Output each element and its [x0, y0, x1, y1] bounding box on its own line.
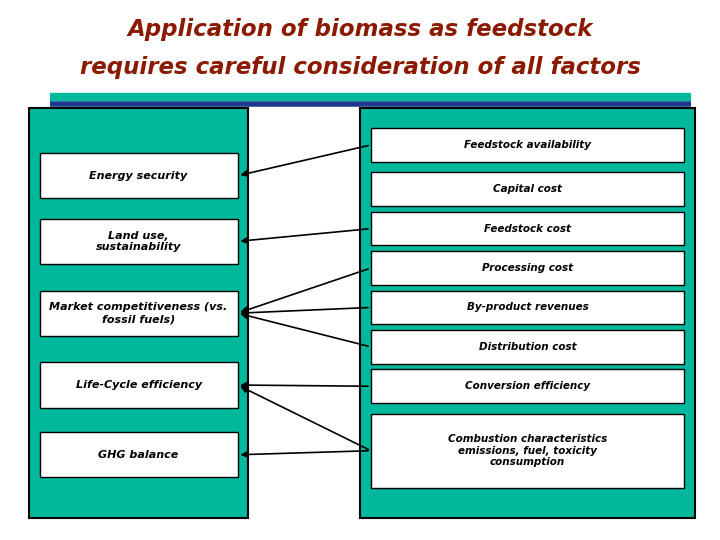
Text: Feedstock availability: Feedstock availability: [464, 140, 591, 150]
Bar: [40, 432, 238, 477]
Bar: [371, 414, 684, 488]
Text: Combustion characteristics
emissions, fuel, toxicity
consumption: Combustion characteristics emissions, fu…: [448, 434, 607, 467]
Text: Market competitiveness (vs.
fossil fuels): Market competitiveness (vs. fossil fuels…: [50, 302, 228, 324]
Text: Life-Cycle efficiency: Life-Cycle efficiency: [76, 380, 202, 390]
Bar: [40, 219, 238, 264]
Text: Land use,
sustainability: Land use, sustainability: [96, 231, 181, 252]
Bar: [371, 369, 684, 403]
Bar: [371, 172, 684, 206]
Text: By-product revenues: By-product revenues: [467, 302, 588, 313]
Text: Feedstock cost: Feedstock cost: [484, 224, 571, 234]
Bar: [371, 251, 684, 285]
Bar: [29, 108, 248, 518]
Bar: [360, 108, 695, 518]
Bar: [40, 362, 238, 408]
Bar: [371, 212, 684, 246]
Text: Capital cost: Capital cost: [493, 184, 562, 194]
Bar: [371, 291, 684, 325]
Bar: [40, 153, 238, 198]
Bar: [371, 128, 684, 162]
Text: Distribution cost: Distribution cost: [479, 342, 576, 352]
Text: GHG balance: GHG balance: [99, 450, 179, 460]
Text: Energy security: Energy security: [89, 171, 188, 181]
Text: Application of biomass as feedstock: Application of biomass as feedstock: [127, 18, 593, 41]
Text: Processing cost: Processing cost: [482, 263, 573, 273]
Text: requires careful consideration of all factors: requires careful consideration of all fa…: [80, 56, 640, 79]
Bar: [40, 291, 238, 336]
Bar: [371, 330, 684, 363]
Text: Conversion efficiency: Conversion efficiency: [465, 381, 590, 391]
